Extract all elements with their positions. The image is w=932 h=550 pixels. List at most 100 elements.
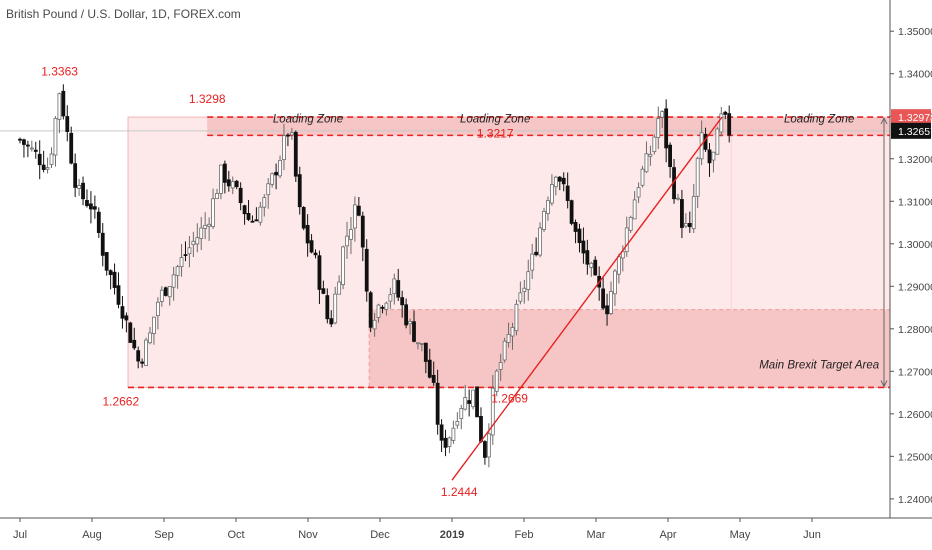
- candle-body: [155, 301, 160, 317]
- x-tick-label: Dec: [370, 529, 390, 541]
- zone-label: Main Brexit Target Area: [759, 359, 879, 371]
- candle-body: [416, 342, 420, 345]
- candle-body: [167, 286, 172, 298]
- candle-body: [282, 135, 286, 161]
- current-price-badge: 1.32657: [898, 126, 932, 138]
- candle-body: [695, 157, 700, 197]
- candle-body: [447, 437, 452, 447]
- candle-body: [345, 235, 349, 247]
- candle-body: [569, 200, 574, 224]
- candle-body: [163, 287, 168, 296]
- candle-body: [419, 343, 424, 345]
- candle-body: [171, 274, 176, 288]
- candle-body: [506, 334, 511, 343]
- candle-body: [112, 271, 117, 288]
- candle-body: [360, 215, 365, 248]
- candle-body: [707, 149, 712, 164]
- y-tick-label: 1.30000: [898, 239, 932, 251]
- candle-body: [680, 199, 684, 228]
- zone-label: Loading Zone: [784, 114, 854, 126]
- candle-body: [258, 206, 263, 223]
- candle-body: [124, 315, 129, 321]
- candle-body: [69, 132, 74, 164]
- candle-body: [179, 257, 184, 268]
- candle-body: [250, 220, 255, 223]
- x-tick-label: Jul: [13, 529, 27, 541]
- candle-body: [274, 171, 279, 176]
- candle-body: [392, 278, 397, 294]
- candle-body: [613, 270, 617, 295]
- candle-body: [439, 424, 444, 441]
- candle-body: [553, 176, 558, 188]
- candle-body: [49, 153, 54, 165]
- candle-body: [451, 427, 456, 441]
- candle-body: [333, 293, 338, 324]
- candle-body: [140, 361, 145, 364]
- zone-label: Loading Zone: [273, 114, 343, 126]
- candle-body: [286, 134, 290, 137]
- candle-body: [215, 193, 219, 199]
- candle-body: [65, 116, 70, 132]
- candle-body: [668, 144, 672, 167]
- x-tick-label: Aug: [82, 529, 102, 541]
- candle-body: [471, 389, 476, 408]
- candle-body: [159, 289, 164, 302]
- x-tick-label: Feb: [515, 529, 534, 541]
- candle-body: [297, 174, 302, 208]
- candles: [18, 84, 732, 468]
- y-tick-label: 1.35000: [898, 26, 932, 38]
- candle-body: [542, 211, 546, 230]
- candle-body: [577, 228, 582, 244]
- candle-body: [526, 271, 531, 290]
- x-tick-label: May: [730, 529, 751, 541]
- y-tick-label: 1.31000: [898, 196, 932, 208]
- candle-body: [601, 288, 606, 309]
- candle-body: [652, 136, 657, 153]
- candle-body: [510, 327, 515, 337]
- candle-body: [644, 153, 649, 173]
- price-axis-bg: [890, 0, 932, 550]
- candle-body: [656, 118, 661, 139]
- candle-body: [278, 159, 282, 177]
- y-tick-label: 1.34000: [898, 69, 932, 81]
- candle-body: [199, 227, 204, 239]
- candle-body: [104, 252, 109, 271]
- candle-body: [293, 131, 298, 177]
- candle-body: [427, 359, 432, 378]
- candle-body: [321, 288, 326, 294]
- candle-body: [609, 291, 613, 314]
- candle-body: [203, 224, 208, 229]
- candle-body: [546, 200, 550, 214]
- y-tick-label: 1.32000: [898, 154, 932, 166]
- candle-body: [262, 197, 267, 208]
- candle-body: [561, 177, 566, 185]
- candle-body: [384, 302, 389, 310]
- candle-body: [116, 285, 121, 305]
- candle-body: [92, 206, 97, 210]
- price-label: 1.2662: [102, 394, 139, 408]
- candle-body: [620, 251, 625, 259]
- candle-body: [337, 281, 342, 295]
- candle-body: [349, 229, 353, 240]
- candle-body: [664, 108, 669, 149]
- candle-body: [514, 303, 519, 332]
- candle-body: [388, 294, 393, 302]
- arrow-head-top: [880, 116, 888, 125]
- candle-body: [376, 304, 381, 318]
- candle-body: [25, 144, 30, 147]
- candle-body: [148, 332, 152, 344]
- candle-body: [29, 147, 34, 150]
- candle-body: [187, 247, 192, 255]
- candle-body: [459, 408, 464, 419]
- candle-body: [676, 197, 680, 200]
- candle-body: [691, 196, 696, 230]
- candle-body: [431, 374, 436, 383]
- candle-body: [317, 255, 322, 290]
- candle-body: [128, 322, 133, 343]
- candle-body: [498, 362, 503, 370]
- price-label: 1.2669: [491, 392, 528, 406]
- candle-body: [341, 246, 345, 285]
- candle-body: [246, 212, 251, 220]
